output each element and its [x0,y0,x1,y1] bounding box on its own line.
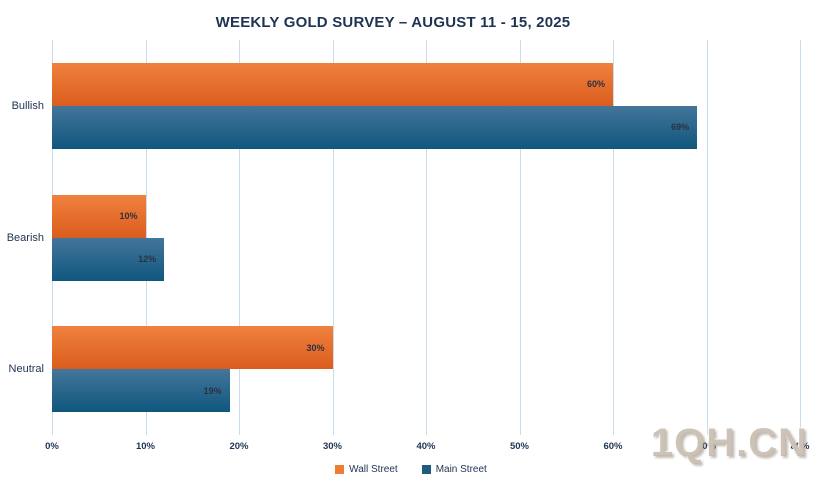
gridline [332,40,334,435]
x-tick-label: 0% [45,441,59,452]
gridline [426,40,427,435]
x-tick-label: 10% [135,441,156,452]
category-label-bullish: Bullish [11,99,44,112]
gridline [613,40,614,435]
x-tick-label: 80% [790,441,810,452]
x-tick-label: 20% [229,441,249,452]
legend-label: Main Street [435,464,487,475]
bar-main-street-neutral: 19% [52,369,230,413]
legend: Wall Street Main Street [0,464,822,475]
category-label-bearish: Bearish [6,231,44,244]
bar-value-label: 69% [671,122,690,133]
x-tick-label: 40% [416,441,436,452]
x-tick-label: 30% [322,441,343,452]
chart-title: WEEKLY GOLD SURVEY – AUGUST 11 - 15, 202… [215,14,571,31]
legend-item-main-street: Main Street [421,464,487,475]
gridline [706,40,708,435]
bar-value-label: 19% [203,385,222,396]
x-tick-label: 50% [509,441,530,452]
legend-swatch-main-street [421,465,431,474]
gridline [519,40,521,435]
plot-area: 60% 69% 10% 12% 30% 19% [52,40,801,435]
bar-wall-street-bullish: 60% [52,62,613,106]
legend-swatch-wall-street [335,465,345,474]
bar-value-label: 10% [119,211,138,221]
legend-label: Wall Street [349,464,398,475]
x-tick-label: 70% [696,441,717,452]
category-label-neutral: Neutral [8,363,44,376]
bar-main-street-bullish: 69% [52,105,698,149]
bar-main-street-bearish: 12% [52,237,165,281]
bar-value-label: 12% [138,254,157,264]
gridline [800,40,801,435]
bar-wall-street-bearish: 10% [52,194,146,238]
x-tick-label: 60% [603,441,623,452]
bar-wall-street-neutral: 30% [52,326,333,370]
gridline [239,40,240,435]
bar-value-label: 60% [586,79,605,90]
legend-item-wall-street: Wall Street [335,464,398,475]
bar-value-label: 30% [306,342,325,353]
